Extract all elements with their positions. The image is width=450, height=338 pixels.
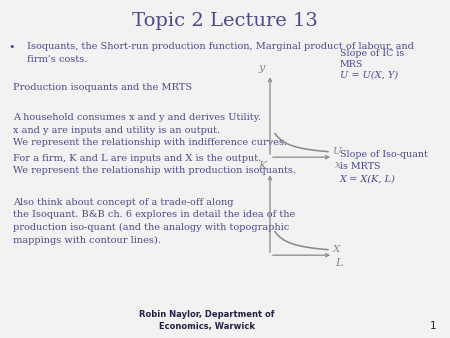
Text: Isoquants, the Short-run production function, Marginal product of labour, and
fi: Isoquants, the Short-run production func…: [27, 42, 414, 64]
Text: For a firm, K and L are inputs and X is the output.
We represent the relationshi: For a firm, K and L are inputs and X is …: [13, 154, 296, 175]
Text: K: K: [258, 161, 266, 171]
Text: L: L: [335, 258, 342, 268]
Text: Production isoquants and the MRTS: Production isoquants and the MRTS: [13, 83, 192, 92]
Text: 1: 1: [430, 320, 436, 331]
Text: Robin Naylor, Department of
Economics, Warwick: Robin Naylor, Department of Economics, W…: [139, 310, 275, 331]
Text: U: U: [333, 147, 341, 156]
Text: y: y: [259, 63, 265, 73]
Text: x: x: [335, 160, 342, 170]
Text: X = X(K, L): X = X(K, L): [340, 174, 396, 183]
Text: A household consumes x and y and derives Utility.
x and y are inputs and utility: A household consumes x and y and derives…: [13, 113, 287, 147]
Text: Topic 2 Lecture 13: Topic 2 Lecture 13: [132, 12, 318, 30]
Text: Slope of IC is
MRS: Slope of IC is MRS: [340, 49, 404, 69]
Text: Slope of Iso-quant
is MRTS: Slope of Iso-quant is MRTS: [340, 150, 428, 170]
Text: •: •: [8, 42, 14, 52]
Text: X: X: [333, 245, 340, 254]
Text: Also think about concept of a trade-off along
the Isoquant. B&B ch. 6 explores i: Also think about concept of a trade-off …: [13, 198, 295, 245]
Text: U = U(X, Y): U = U(X, Y): [340, 71, 398, 80]
